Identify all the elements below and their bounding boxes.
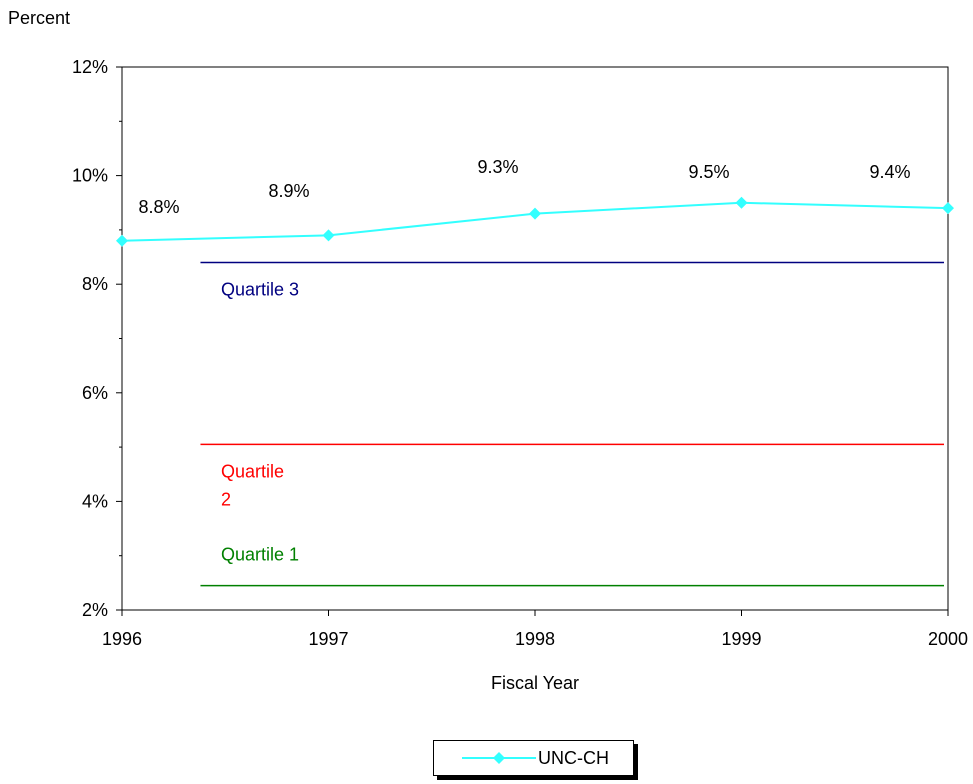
data-label: 9.3% bbox=[477, 157, 518, 177]
quartile-label: Quartile 3 bbox=[221, 279, 299, 299]
y-tick-label: 8% bbox=[82, 274, 108, 294]
data-label: 9.4% bbox=[869, 162, 910, 182]
data-point bbox=[322, 229, 335, 242]
x-tick-label: 1998 bbox=[515, 629, 555, 649]
y-tick-label: 10% bbox=[72, 166, 108, 186]
data-point bbox=[116, 234, 128, 247]
x-tick-label: 1996 bbox=[102, 629, 142, 649]
data-label: 9.5% bbox=[688, 162, 729, 182]
data-label: 8.9% bbox=[268, 181, 309, 201]
y-axis-title: Percent bbox=[8, 8, 70, 28]
quartile-label: Quartile 1 bbox=[221, 545, 299, 565]
y-axis: 2% 4% 6% 8% 10% 12% bbox=[72, 57, 122, 620]
x-tick-label: 1999 bbox=[721, 629, 761, 649]
plot-area bbox=[121, 66, 949, 611]
data-point bbox=[942, 202, 954, 215]
y-tick-label: 4% bbox=[82, 491, 108, 511]
y-tick-label: 6% bbox=[82, 383, 108, 403]
legend-marker-icon bbox=[462, 752, 536, 764]
data-point bbox=[529, 207, 541, 220]
x-axis: 1996 1997 1998 1999 2000 bbox=[102, 610, 968, 649]
quartile-label: Quartile bbox=[221, 461, 284, 481]
x-tick-label: 1997 bbox=[308, 629, 348, 649]
data-point bbox=[735, 196, 748, 209]
legend: UNC-CH bbox=[433, 740, 634, 776]
x-axis-title: Fiscal Year bbox=[491, 673, 579, 693]
y-tick-label: 2% bbox=[82, 600, 108, 620]
x-tick-label: 2000 bbox=[928, 629, 968, 649]
quartile-lines: Quartile 3 Quartile 2 Quartile 1 bbox=[200, 261, 944, 587]
data-label: 8.8% bbox=[138, 197, 179, 217]
quartile-label: 2 bbox=[221, 489, 231, 509]
series-unc-ch: 8.8% 8.9% 9.3% 9.5% 9.4% bbox=[116, 157, 954, 247]
legend-label: UNC-CH bbox=[538, 747, 609, 768]
y-tick-label: 12% bbox=[72, 57, 108, 77]
